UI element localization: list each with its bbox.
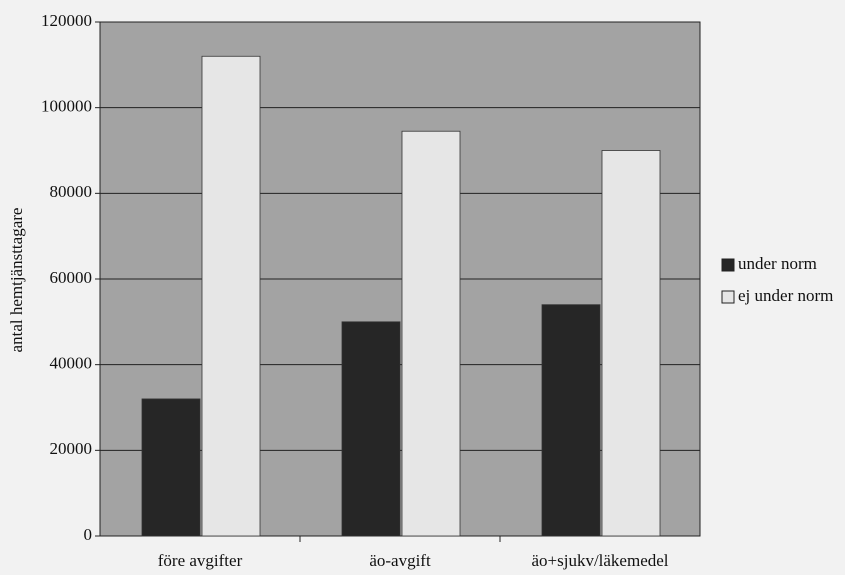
legend-swatch [721,290,735,304]
legend-label: ej under norm [738,286,833,305]
y-tick-label: 20000 [50,439,93,458]
x-tick-label: äo+sjukv/läkemedel [531,551,668,570]
bar [401,130,461,537]
bar [201,55,261,537]
bar [601,150,661,537]
bar [141,398,201,537]
x-tick-label: äo-avgift [369,551,431,570]
y-tick-label: 0 [84,525,93,544]
bar [341,321,401,537]
bar [541,304,601,537]
y-tick-label: 120000 [41,11,92,30]
y-tick-label: 80000 [50,182,93,201]
legend-swatch [721,258,735,272]
y-tick-label: 40000 [50,354,93,373]
x-tick-label: före avgifter [158,551,243,570]
y-axis-label: antal hemtjänsttagare [7,208,26,353]
legend-label: under norm [738,254,817,273]
y-tick-label: 60000 [50,268,93,287]
y-tick-label: 100000 [41,97,92,116]
